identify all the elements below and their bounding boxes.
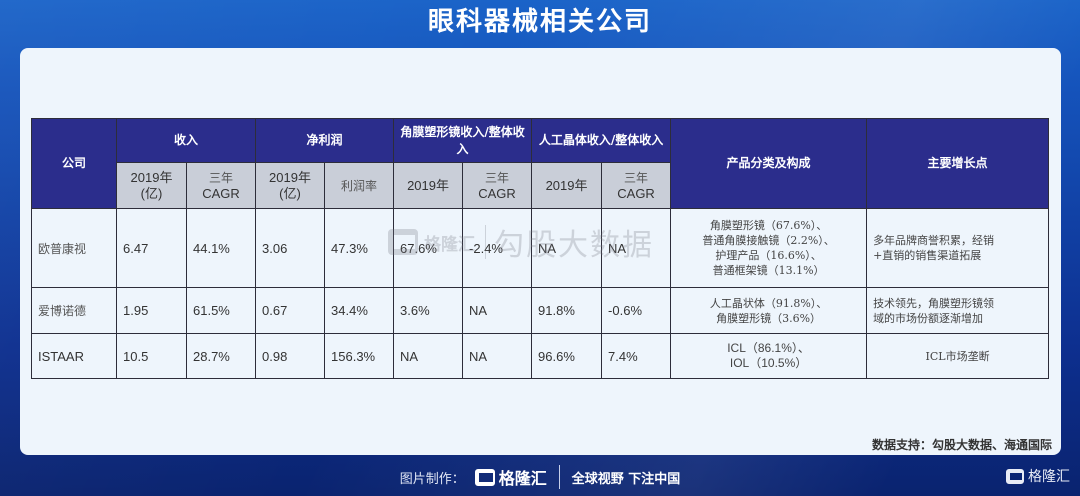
margin-label: 利润率 [341,178,378,193]
table-row: 欧普康视 6.47 44.1% 3.06 47.3% 67.6% -2.4% N… [31,208,1050,288]
growth-line: +直销的销售渠道拓展 [873,249,982,262]
product-mix-line: 角膜塑形镜（67.6%）、 [709,219,828,232]
growth-drivers: ICL市场垄断 [866,333,1050,379]
net-profit-2019: 0.98 [255,333,326,379]
header-iol-cagr: 三年 CAGR [601,162,672,209]
growth-line: 技术领先，角膜塑形镜领 [873,296,995,310]
corner-brand-name: 格隆汇 [1028,469,1070,485]
table-row: 爱博诺德 1.95 61.5% 0.67 34.4% 3.6% NA 91.8%… [31,287,1050,334]
growth-line: 多年品牌商誉积累，经销 [873,234,995,247]
iol-cagr: 7.4% [601,333,672,379]
header-iol-share: 人工晶体收入/整体收入 [531,118,672,163]
header-company: 公司 [31,118,117,209]
revenue-2019: 6.47 [116,208,187,288]
header-growth-drivers: 主要增长点 [866,118,1050,209]
header-revenue: 收入 [115,118,257,163]
page-title: 眼科器械相关公司 [427,7,652,37]
cagr-cn-label: 三年 [624,170,649,185]
ortho-k-cagr: NA [462,333,533,379]
growth-drivers: 技术领先，角膜塑形镜领 域的市场份额逐渐增加 [866,287,1050,334]
header-net-profit-2019: 2019年(亿) [255,162,326,209]
ortho-k-2019: 3.6% [393,287,464,334]
cagr-en-label: CAGR [617,185,655,201]
iol-cagr: -0.6% [601,287,672,334]
growth-drivers: 多年品牌商誉积累，经销 +直销的销售渠道拓展 [866,208,1050,288]
corner-brand-logo: 格隆汇 [1006,466,1070,486]
product-mix-line: IOL（10.5%） [729,356,808,370]
header-net-profit: 净利润 [255,118,395,163]
product-mix: 角膜塑形镜（67.6%）、 普通角膜接触镜（2.2%）、 护理产品（16.6%）… [670,208,868,288]
ortho-k-2019: NA [393,333,464,379]
revenue-2019: 1.95 [116,287,187,334]
iol-2019: 91.8% [531,287,603,334]
profit-margin: 47.3% [324,208,395,288]
cagr-cn-label: 三年 [485,170,510,185]
revenue-2019: 10.5 [116,333,187,379]
table-row: ISTAAR 10.5 28.7% 0.98 156.3% NA NA 96.6… [31,333,1050,379]
header-row-1: 公司 收入 净利润 角膜塑形镜收入/整体收入 人工晶体收入/整体收入 产品分类及… [31,118,1050,209]
iol-2019: 96.6% [531,333,603,379]
cagr-en-label: CAGR [478,185,516,201]
product-mix-line: 普通角膜接触镜（2.2%）、 [702,234,835,247]
net-profit-2019: 0.67 [255,287,326,334]
header-ortho-k-2019: 2019年 [393,162,464,209]
revenue-cagr: 44.1% [185,208,257,288]
footer: 图片制作： 格隆汇 全球视野 下注中国 [0,458,1080,496]
ortho-k-cagr: -2.4% [462,208,533,288]
brand-logo-icon [474,468,495,486]
product-mix-line: 角膜塑形镜（3.6%） [716,311,822,325]
product-mix-line: 护理产品（16.6%）、 [715,249,822,262]
header-ortho-k-share: 角膜塑形镜收入/整体收入 [393,118,533,163]
made-by-label: 图片制作： [399,471,465,487]
header-product-mix: 产品分类及构成 [670,118,868,209]
companies-table: 公司 收入 净利润 角膜塑形镜收入/整体收入 人工晶体收入/整体收入 产品分类及… [31,118,1050,379]
data-source-note: 数据支持：勾股大数据、海通国际 [871,438,1052,452]
cagr-en-label: CAGR [202,185,240,201]
profit-margin: 34.4% [324,287,395,334]
company-name: ISTAAR [31,333,117,379]
company-name: 爱博诺德 [31,287,117,334]
corner-logo-icon [1006,468,1024,484]
header-revenue-2019: 2019年(亿) [116,162,187,209]
growth-line: 域的市场份额逐渐增加 [873,311,984,325]
footer-divider [558,465,560,489]
product-mix: 人工晶状体（91.8%）、 角膜塑形镜（3.6%） [670,287,868,334]
product-mix: ICL（86.1%）、 IOL（10.5%） [670,333,868,379]
header-iol-2019: 2019年 [531,162,603,209]
header-ortho-k-cagr: 三年 CAGR [462,162,533,209]
footer-slogan: 全球视野 下注中国 [571,471,681,487]
revenue-cagr: 28.7% [185,333,257,379]
cagr-cn-label: 三年 [209,170,234,185]
footer-brand: 格隆汇 [498,469,547,488]
header-row-2: 2019年(亿) 三年 CAGR 2019年(亿) 利润率 2019年 三年 CAG… [32,162,1049,209]
profit-margin: 156.3% [324,333,395,379]
product-mix-line: 普通框架镜（13.1%） [712,264,825,277]
header-profit-margin: 利润率 [324,162,395,209]
revenue-cagr: 61.5% [185,287,257,334]
product-mix-line: ICL（86.1%）、 [727,341,810,355]
product-mix-line: 人工晶状体（91.8%）、 [709,296,828,310]
header-revenue-cagr: 三年 CAGR [185,162,257,209]
iol-2019: NA [531,208,603,288]
iol-cagr: NA [601,208,672,288]
ortho-k-2019: 67.6% [393,208,464,288]
ortho-k-cagr: NA [462,287,533,334]
growth-line: ICL市场垄断 [925,349,990,363]
net-profit-2019: 3.06 [255,208,326,288]
company-name: 欧普康视 [31,208,117,288]
